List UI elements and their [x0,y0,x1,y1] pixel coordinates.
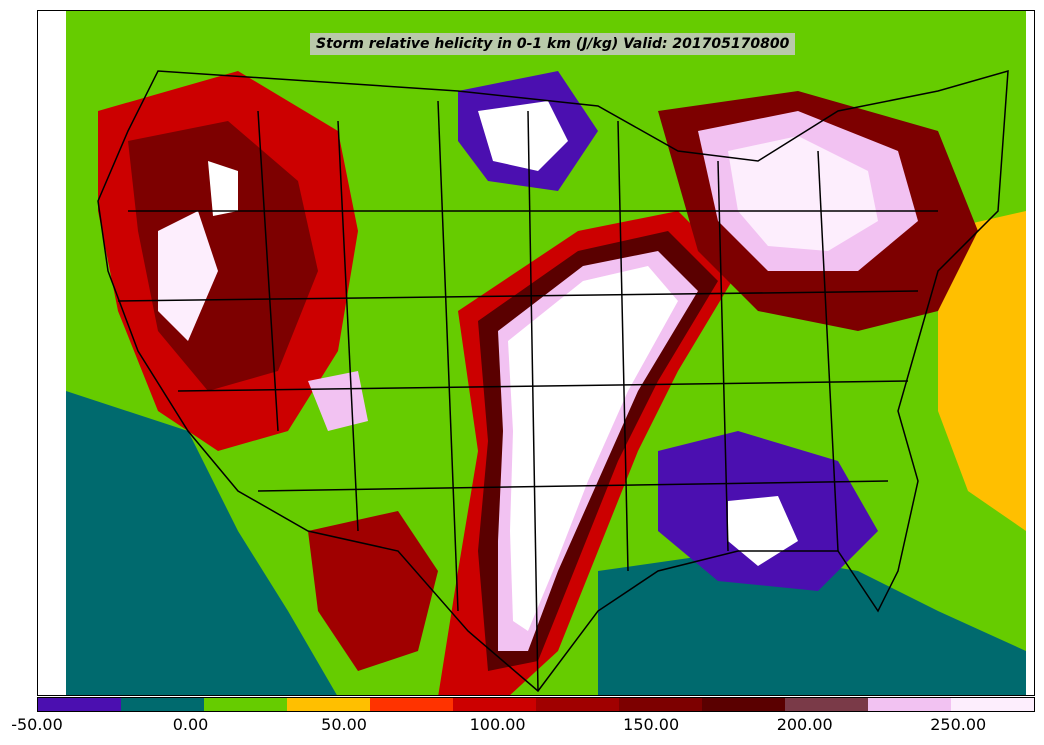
plains-white-core [508,266,678,631]
colorbar-tick-label: 50.00 [321,715,367,734]
west-pink-core [158,211,218,341]
colorbar-swatch [536,698,619,711]
state-line-1 [257,110,279,432]
state-line-4 [527,110,539,692]
state-line-6 [717,160,729,552]
state-line-3 [437,100,459,612]
atlantic-orange-field [938,211,1026,531]
state-line-2 [337,120,359,532]
colorbar-tick-label: 100.00 [469,715,526,734]
northeast-white-core [728,136,878,251]
colorbar-swatch [702,698,785,711]
state-line-9 [117,290,919,302]
colorbar-ticks: -50.00 0.00 50.00 100.00 150.00 200.00 250.00 [0,713,1044,743]
colorbar-swatch [204,698,287,711]
map-panel: Storm relative helicity in 0-1 km (J/kg)… [37,10,1035,696]
colorbar [37,697,1035,712]
boundary-lines [97,69,1009,693]
state-line-10 [177,380,909,392]
north-white-patch [478,101,568,171]
state-line-5 [617,120,629,572]
colorbar-swatch [868,698,951,711]
colorbar-swatch [287,698,370,711]
colorbar-tick-label: 0.00 [172,715,209,734]
map-title: Storm relative helicity in 0-1 km (J/kg)… [310,33,796,55]
colorbar-swatch [453,698,536,711]
idaho-white-patch [208,161,238,216]
colorbar-swatch [951,698,1034,711]
helicity-map [66,11,1026,695]
colorbar-swatch [785,698,868,711]
colorbar-swatch [370,698,453,711]
colorbar-swatch [38,698,121,711]
colorbar-tick-label: -50.00 [11,715,63,734]
colorbar-tick-label: 200.00 [776,715,833,734]
state-line-7 [817,150,839,552]
state-line-11 [257,480,889,492]
southwest-red-band [308,511,438,671]
colorbar-tick-label: 150.00 [623,715,680,734]
colorbar-swatch [121,698,204,711]
us-outline [97,69,1009,693]
gulf-teal-field [598,551,1026,695]
colorbar-swatch [619,698,702,711]
southeast-white-patch [728,496,798,566]
colorbar-tick-label: 250.00 [930,715,987,734]
pacific-teal-field [66,391,337,695]
